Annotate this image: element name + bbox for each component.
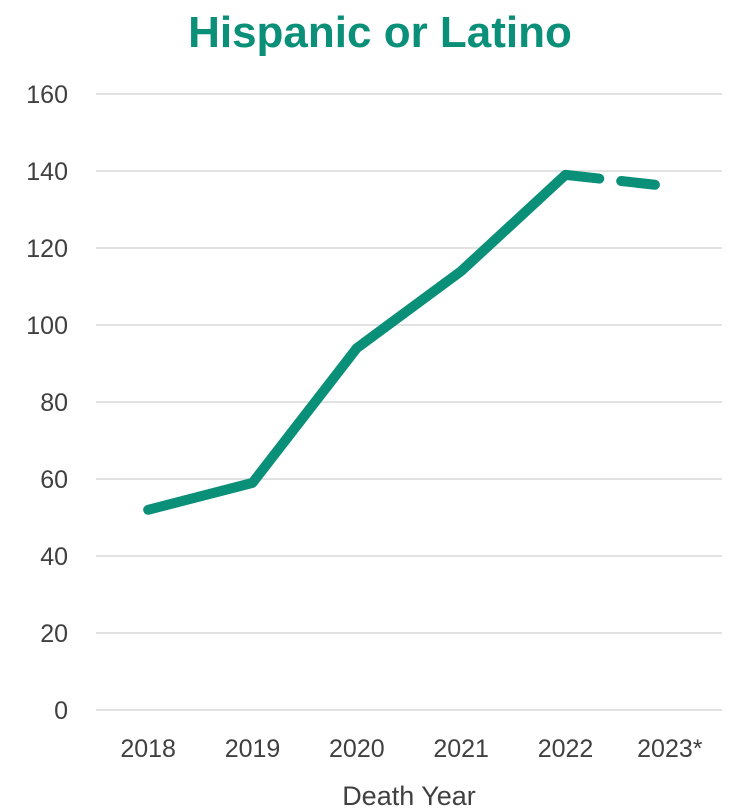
y-tick-label: 0 — [54, 697, 68, 725]
series-line-solid — [143, 169, 571, 515]
y-tick-label: 100 — [26, 312, 68, 340]
x-tick-label: 2021 — [433, 735, 489, 763]
x-axis-label: Death Year — [342, 781, 476, 809]
x-axis-ticks: 2018 2019 2020 2021 2022 2023* — [120, 735, 702, 763]
series-lines — [143, 169, 675, 515]
x-tick-label: 2020 — [329, 735, 385, 763]
series-line-projected — [560, 169, 675, 192]
y-axis-ticks: 0 20 40 60 80 100 120 140 160 — [26, 81, 68, 725]
y-tick-label: 140 — [26, 158, 68, 186]
y-tick-label: 40 — [40, 543, 68, 571]
y-tick-label: 60 — [40, 466, 68, 494]
x-tick-label: 2018 — [120, 735, 176, 763]
y-tick-label: 120 — [26, 235, 68, 263]
x-tick-label: 2019 — [225, 735, 281, 763]
x-tick-label: 2022 — [538, 735, 594, 763]
x-tick-label: 2023* — [637, 735, 703, 763]
chart-title: Hispanic or Latino — [188, 8, 572, 57]
y-tick-label: 160 — [26, 81, 68, 109]
y-tick-label: 80 — [40, 389, 68, 417]
y-tick-label: 20 — [40, 620, 68, 648]
gridlines — [96, 93, 722, 711]
